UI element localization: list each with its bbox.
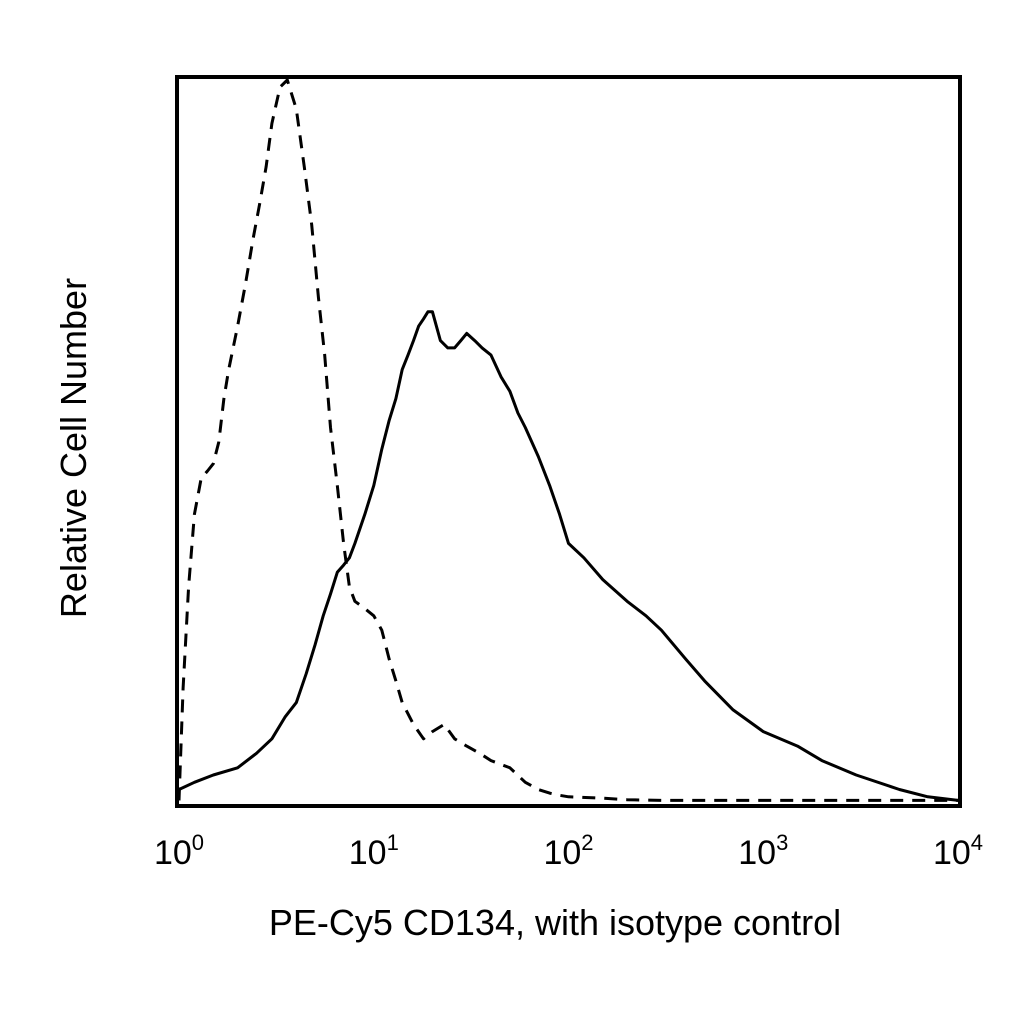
x-tick-label-1: 101 [349,830,399,872]
x-tick-label-4: 104 [933,830,983,872]
cd134-stain-curve [178,310,959,802]
isotype-control-curve [177,78,958,802]
series-layer [177,78,959,802]
x-axis-title: PE-Cy5 CD134, with isotype control [269,902,841,943]
y-axis-title: Relative Cell Number [53,278,94,618]
x-tick-labels: 100 101 102 103 104 [154,830,983,872]
plot-frame [175,75,962,808]
x-tick-label-2: 102 [543,830,593,872]
x-tick-label-3: 103 [738,830,788,872]
x-tick-label-0: 100 [154,830,204,872]
